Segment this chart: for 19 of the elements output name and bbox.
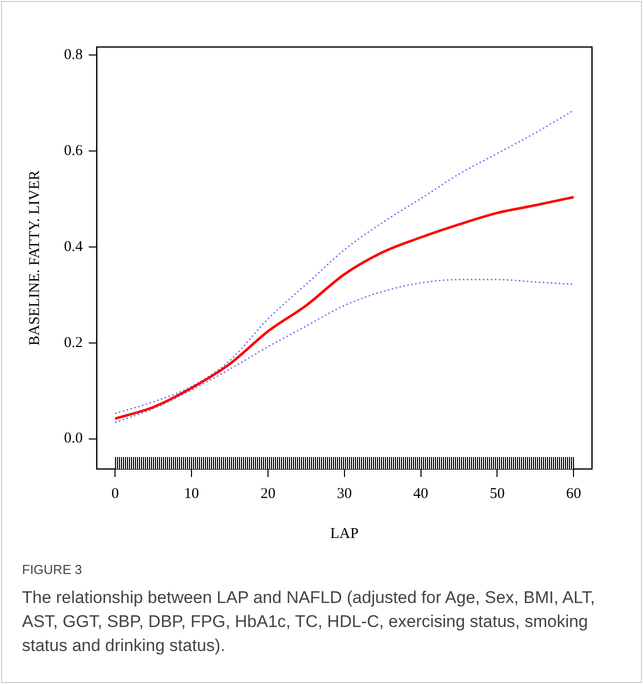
line-series <box>114 278 574 424</box>
x-tick-label: 40 <box>413 486 428 502</box>
y-tick-label: 0.0 <box>64 430 83 447</box>
x-tick-label: 0 <box>111 486 119 502</box>
x-tick-label: 10 <box>184 486 200 502</box>
y-tick-label: 0.6 <box>64 143 84 159</box>
line-series <box>114 196 575 420</box>
x-tick-label: 50 <box>490 486 505 502</box>
text: The relationship between LAP and NAFLD (adjusted for Age, Sex, BMI, ALT, AST, GGT, SBP, DBP, FPG, HbA1c, TC, HDL-C, exercising status, smoking status and drinking status). <box>22 587 596 657</box>
y-tick-label: 0.4 <box>64 238 84 255</box>
y-axis-title: BASELINE. FATTY. LIVER <box>26 170 43 346</box>
line-series <box>114 110 574 414</box>
caption: FIGURE 3 <box>22 562 82 577</box>
y-tick-label: 0.2 <box>64 334 83 351</box>
x-axis-title: LAP <box>330 526 359 542</box>
x-tick-label: 30 <box>336 486 352 502</box>
x-tick-label: 60 <box>566 486 582 502</box>
y-tick-label: 0.8 <box>64 47 83 64</box>
x-tick-label: 20 <box>260 486 276 502</box>
